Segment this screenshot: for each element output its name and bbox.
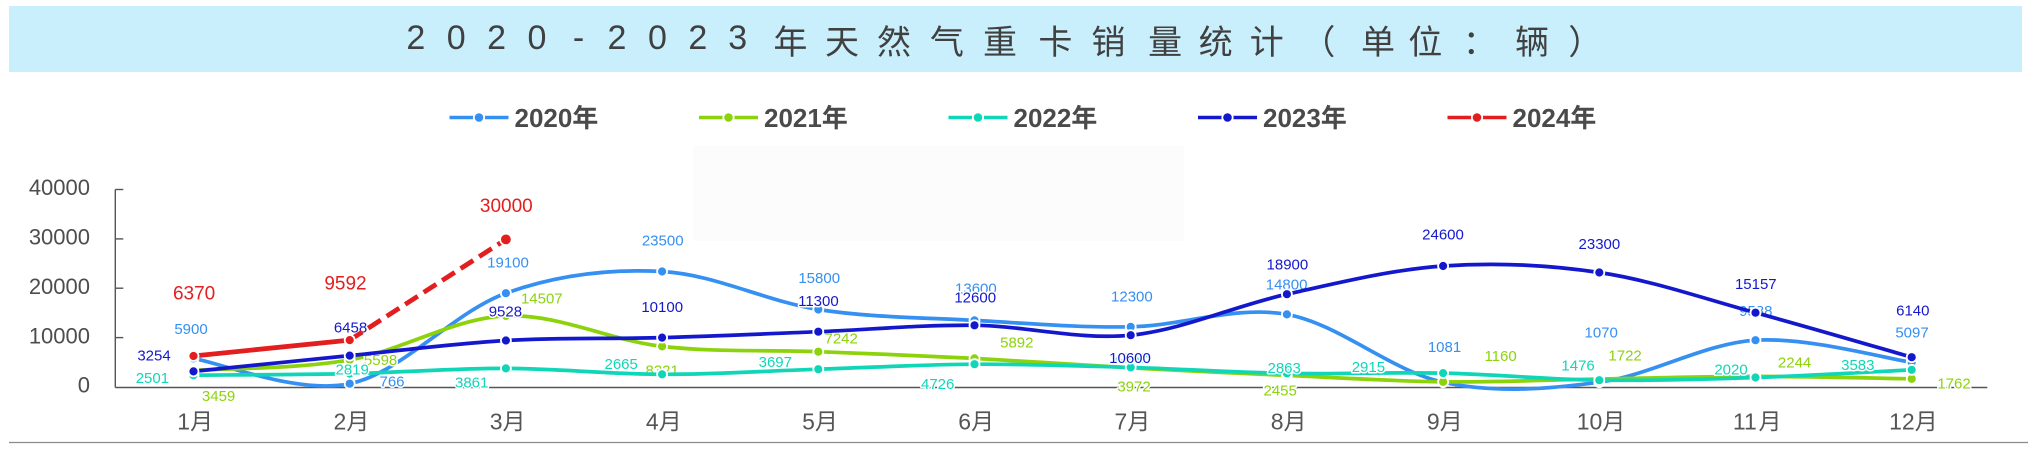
- svg-text:1722: 1722: [1608, 347, 1641, 364]
- svg-text:3972: 3972: [1117, 379, 1150, 396]
- svg-text:4726: 4726: [921, 376, 954, 393]
- svg-text:3: 3: [490, 409, 503, 435]
- svg-text:6140: 6140: [1896, 302, 1929, 319]
- svg-text:9592: 9592: [324, 274, 366, 295]
- svg-text:1476: 1476: [1561, 357, 1594, 374]
- svg-text:1070: 1070: [1585, 325, 1618, 342]
- svg-text:2022: 2022: [1014, 103, 1072, 133]
- svg-text:4: 4: [646, 409, 659, 435]
- svg-text:2: 2: [334, 409, 347, 435]
- svg-text:9: 9: [1427, 409, 1440, 435]
- svg-text:15157: 15157: [1735, 276, 1777, 293]
- svg-text:2: 2: [608, 19, 627, 57]
- svg-text:3697: 3697: [759, 354, 792, 371]
- svg-text:0: 0: [447, 19, 466, 57]
- svg-text:2: 2: [688, 19, 707, 57]
- svg-text:6370: 6370: [173, 284, 215, 305]
- svg-text:10: 10: [1577, 409, 1603, 435]
- svg-text:23500: 23500: [642, 233, 684, 250]
- svg-text:10000: 10000: [29, 323, 90, 348]
- svg-text:7242: 7242: [825, 330, 858, 347]
- svg-text:2: 2: [406, 19, 425, 57]
- svg-text:10100: 10100: [641, 299, 683, 316]
- svg-text:11300: 11300: [798, 293, 839, 310]
- svg-text:12300: 12300: [1111, 288, 1153, 305]
- svg-text:8: 8: [1271, 409, 1284, 435]
- svg-text:2023: 2023: [1263, 103, 1321, 133]
- svg-text:2501: 2501: [136, 370, 169, 387]
- svg-text:1160: 1160: [1484, 348, 1516, 365]
- svg-text:0: 0: [528, 19, 547, 57]
- svg-text:19100: 19100: [487, 255, 529, 272]
- svg-text:2665: 2665: [605, 356, 638, 373]
- svg-text:2863: 2863: [1268, 360, 1301, 377]
- svg-text:30000: 30000: [29, 225, 90, 250]
- svg-text:5892: 5892: [1000, 335, 1033, 352]
- svg-text:1: 1: [177, 409, 190, 435]
- svg-text:2819: 2819: [336, 362, 369, 379]
- svg-text:3: 3: [728, 19, 747, 57]
- svg-text:5900: 5900: [174, 321, 207, 338]
- svg-text:3459: 3459: [202, 388, 235, 405]
- svg-text:12600: 12600: [954, 290, 996, 307]
- svg-text:5: 5: [802, 409, 815, 435]
- svg-text:9528: 9528: [489, 303, 522, 320]
- svg-text:0: 0: [648, 19, 667, 57]
- svg-text:15800: 15800: [798, 270, 840, 287]
- svg-text:0: 0: [78, 373, 90, 398]
- svg-text:1762: 1762: [1937, 376, 1970, 393]
- svg-text:23300: 23300: [1579, 236, 1621, 253]
- svg-text:10600: 10600: [1109, 350, 1151, 367]
- svg-text:11: 11: [1733, 409, 1757, 435]
- svg-text:3861: 3861: [455, 375, 488, 392]
- svg-text:14507: 14507: [521, 291, 563, 308]
- svg-text:5097: 5097: [1895, 325, 1928, 342]
- svg-text:2455: 2455: [1264, 382, 1297, 399]
- svg-text:5598: 5598: [364, 352, 397, 369]
- svg-text:3254: 3254: [137, 348, 170, 365]
- svg-text:2024: 2024: [1513, 103, 1571, 133]
- svg-text:6: 6: [958, 409, 971, 435]
- svg-text:-: -: [573, 19, 584, 57]
- svg-text:3583: 3583: [1841, 357, 1874, 374]
- svg-text:2915: 2915: [1352, 359, 1385, 376]
- svg-text:2020: 2020: [1714, 362, 1747, 379]
- svg-text:18900: 18900: [1267, 257, 1309, 274]
- svg-text:766: 766: [379, 373, 404, 390]
- svg-text:4062: 4062: [1114, 350, 1147, 367]
- svg-text:20000: 20000: [29, 274, 90, 299]
- svg-text:2021: 2021: [764, 103, 822, 133]
- svg-text:30000: 30000: [480, 196, 533, 217]
- svg-text:2: 2: [487, 19, 506, 57]
- svg-text:12: 12: [1889, 409, 1915, 435]
- svg-text:40000: 40000: [29, 175, 90, 200]
- svg-text:13600: 13600: [955, 280, 997, 297]
- svg-text:24600: 24600: [1422, 227, 1464, 244]
- svg-text:2020: 2020: [515, 103, 573, 133]
- svg-text:7: 7: [1115, 409, 1128, 435]
- svg-text:1081: 1081: [1428, 339, 1461, 356]
- svg-text:2244: 2244: [1778, 355, 1811, 372]
